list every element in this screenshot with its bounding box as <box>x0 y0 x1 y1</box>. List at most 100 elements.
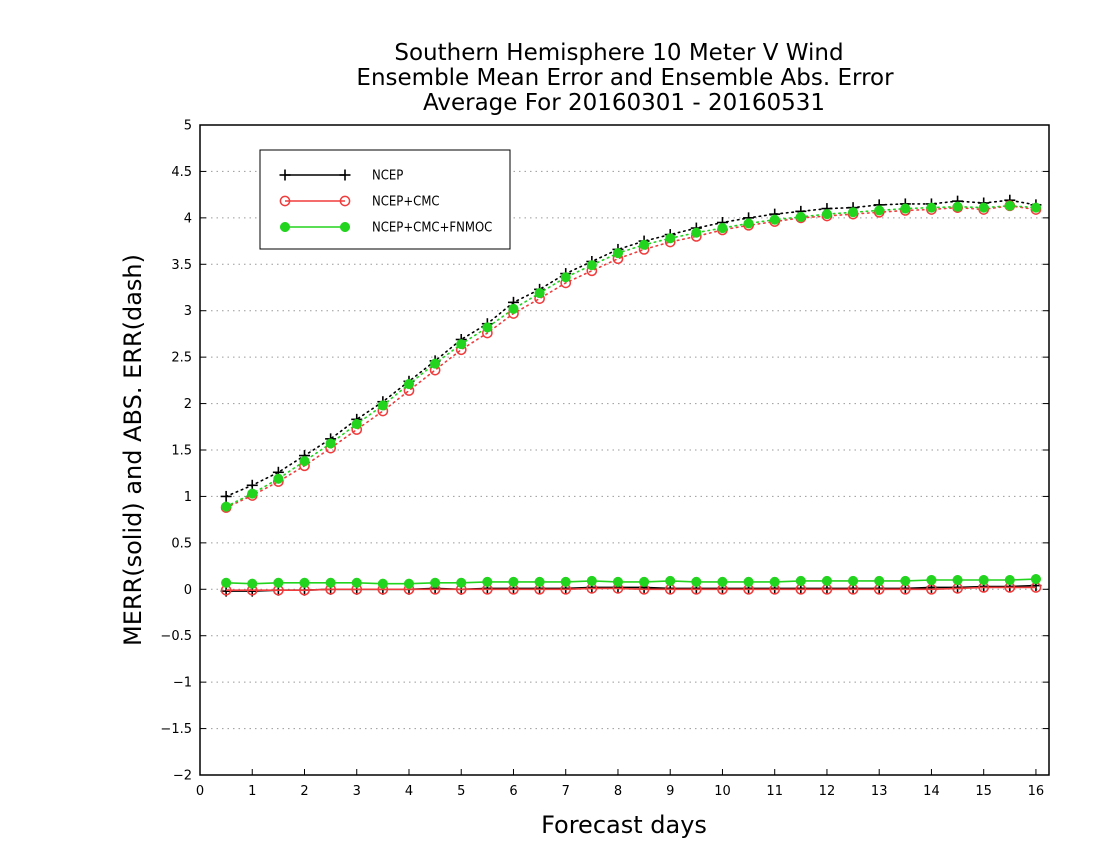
title-line-1: Southern Hemisphere 10 Meter V Wind <box>394 40 843 66</box>
x-tick-label: 14 <box>923 784 940 799</box>
legend-marker <box>339 221 351 233</box>
merr-point <box>377 578 388 589</box>
x-tick-label: 7 <box>562 784 570 799</box>
abs-err-point <box>769 214 780 225</box>
title-line-3: Average For 20160301 - 20160531 <box>423 90 825 116</box>
abs-err-point <box>456 339 467 350</box>
abs-err-point <box>743 218 754 229</box>
abs-err-point <box>586 260 597 271</box>
legend-label: NCEP+CMC+FNMOC <box>372 221 492 236</box>
merr-point <box>639 576 650 587</box>
merr-point <box>900 575 911 586</box>
merr-point <box>743 576 754 587</box>
series-ncep <box>220 194 1042 597</box>
merr-point <box>978 574 989 586</box>
merr-point <box>717 576 728 587</box>
y-tick-label: −2 <box>173 769 192 784</box>
merr-point <box>1030 574 1041 585</box>
merr-point <box>848 575 859 586</box>
legend-marker <box>279 169 291 181</box>
legend-marker <box>339 195 351 207</box>
legend-label: NCEP <box>372 169 403 184</box>
abs-err-point <box>534 288 545 299</box>
merr-point <box>325 577 336 588</box>
merr-point <box>508 576 519 587</box>
abs-err-point <box>247 488 258 499</box>
abs-err-line <box>225 204 1037 508</box>
abs-err-point <box>900 203 911 214</box>
x-tick-label: 0 <box>196 784 204 799</box>
merr-point <box>273 577 284 588</box>
y-tick-label: 3 <box>184 304 192 319</box>
abs-err-point <box>821 209 833 220</box>
merr-point <box>874 575 885 586</box>
series-layer <box>220 194 1042 597</box>
merr-point <box>456 577 467 588</box>
abs-err-point <box>377 400 388 411</box>
y-tick-label: 1.5 <box>171 444 192 459</box>
merr-point <box>299 577 310 588</box>
merr-point <box>769 576 780 587</box>
merr-point <box>1004 574 1015 586</box>
abs-err-point <box>1004 200 1015 211</box>
y-tick-label: 1 <box>184 490 192 505</box>
abs-err-point <box>665 233 676 244</box>
abs-err-point <box>1030 202 1041 213</box>
y-axis-label: MERR(solid) and ABS. ERR(dash) <box>119 254 147 646</box>
abs-err-point <box>560 272 571 283</box>
y-tick-label: 2 <box>184 397 192 412</box>
legend-marker <box>279 195 291 207</box>
abs-err-point <box>508 303 519 314</box>
merr-point <box>926 574 937 586</box>
abs-err-point <box>717 223 728 234</box>
abs-err-point <box>325 438 336 449</box>
y-axis: −2 −1.5 −1 −0.5 0 0.5 1 1.5 2 2.5 3 3.5 4 4.5 5 <box>160 119 1049 784</box>
x-tick-label: 3 <box>353 784 361 799</box>
legend-box <box>259 149 511 250</box>
merr-point <box>821 575 833 586</box>
abs-err-point <box>926 202 937 213</box>
chart-title: Southern Hemisphere 10 Meter V Wind Ense… <box>356 40 894 116</box>
x-tick-label: 11 <box>766 784 783 799</box>
abs-err-point <box>874 205 885 216</box>
x-tick-label: 9 <box>666 784 674 799</box>
x-tick-label: 13 <box>871 784 888 799</box>
y-tick-label: 3.5 <box>171 258 192 273</box>
title-line-2: Ensemble Mean Error and Ensemble Abs. Er… <box>356 65 894 91</box>
series-ncep-cmc <box>220 200 1042 596</box>
legend-label: NCEP+CMC <box>372 195 440 210</box>
x-axis: 0 1 2 3 4 5 6 7 8 9 10 11 12 13 14 15 16 <box>196 769 1044 799</box>
merr-point <box>482 576 493 587</box>
abs-err-point <box>430 358 441 369</box>
abs-err-line <box>225 204 1037 509</box>
x-tick-label: 2 <box>300 784 308 799</box>
abs-err-point <box>351 418 362 430</box>
y-tick-label: 0.5 <box>171 536 192 551</box>
abs-err-point <box>299 456 310 467</box>
x-tick-label: 15 <box>975 784 992 799</box>
y-tick-label: −1 <box>173 676 192 691</box>
merr-point <box>403 578 415 589</box>
abs-err-point <box>639 239 650 250</box>
y-tick-label: 4 <box>184 211 192 226</box>
x-tick-label: 8 <box>614 784 622 799</box>
legend-marker <box>279 221 291 233</box>
abs-err-point <box>952 201 963 212</box>
merr-point <box>534 576 545 587</box>
abs-err-point <box>612 248 624 259</box>
abs-err-point <box>221 501 232 512</box>
x-tick-label: 4 <box>405 784 413 799</box>
y-tick-label: 0 <box>184 583 192 598</box>
x-axis-label: Forecast days <box>541 811 707 839</box>
legend: NCEP NCEP+CMC NCEP+CMC+FNMOC <box>259 149 511 250</box>
abs-err-point <box>691 227 702 238</box>
abs-err-point <box>848 207 859 218</box>
y-tick-label: 2.5 <box>171 351 192 366</box>
abs-err-point <box>273 473 284 484</box>
abs-err-point <box>482 322 493 333</box>
merr-point <box>221 577 232 588</box>
x-tick-label: 12 <box>819 784 836 799</box>
abs-err-point <box>795 211 806 222</box>
merr-line <box>226 578 1036 585</box>
